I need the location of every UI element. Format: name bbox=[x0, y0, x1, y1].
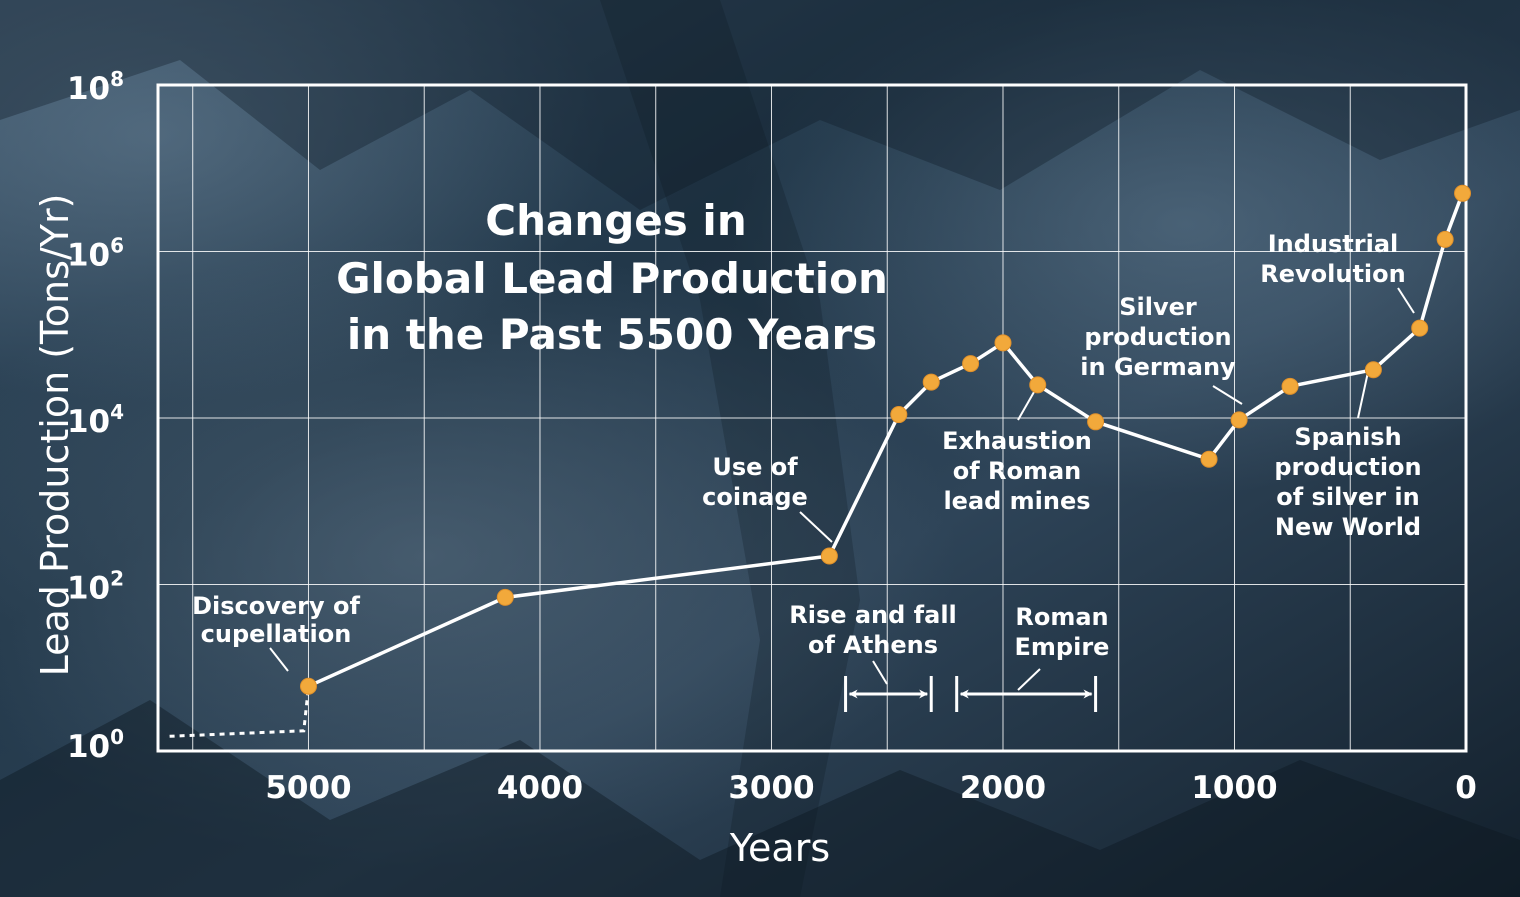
data-point bbox=[890, 406, 908, 424]
chart-title-line-3: in the Past 5500 Years bbox=[347, 310, 877, 359]
data-point bbox=[299, 677, 317, 695]
data-points bbox=[299, 184, 1472, 695]
annotation-text: Revolution bbox=[1260, 260, 1405, 288]
annotation-text: of silver in bbox=[1276, 483, 1419, 511]
series-line bbox=[307, 192, 1465, 688]
annotation-text: Industrial bbox=[1268, 230, 1399, 258]
x-tick-label: 2000 bbox=[960, 770, 1046, 806]
chart-title-line-2: Global Lead Production bbox=[336, 254, 888, 303]
annotation-leader bbox=[1357, 371, 1369, 419]
annotation-text: Spanish bbox=[1294, 423, 1401, 451]
data-point bbox=[1029, 376, 1047, 394]
data-point bbox=[1411, 319, 1429, 337]
data-point bbox=[1364, 361, 1382, 379]
x-tick-label: 3000 bbox=[728, 770, 814, 806]
data-point bbox=[1230, 411, 1248, 429]
data-point bbox=[1281, 377, 1299, 395]
y-tick-label: 108 bbox=[67, 67, 124, 107]
y-tick-label: 104 bbox=[67, 400, 124, 440]
annotation-leader bbox=[799, 511, 833, 543]
annotation-text: coinage bbox=[702, 483, 808, 511]
annotation-text: Empire bbox=[1015, 633, 1110, 661]
baseline-dotted-line bbox=[169, 686, 310, 738]
y-axis-label: Lead Production (Tons/Yr) bbox=[33, 194, 77, 677]
annotation-text: production bbox=[1274, 453, 1421, 481]
annotation-text: Exhaustion bbox=[942, 427, 1092, 455]
annotation-leader bbox=[1017, 668, 1041, 691]
x-tick-labels: 5000 4000 3000 2000 1000 0 bbox=[265, 770, 1476, 806]
data-point bbox=[496, 588, 514, 606]
x-tick-label: 5000 bbox=[265, 770, 351, 806]
data-point bbox=[962, 355, 980, 373]
x-tick-label: 1000 bbox=[1191, 770, 1277, 806]
y-tick-labels: 100 102 104 106 108 bbox=[67, 67, 124, 765]
period-spans bbox=[844, 676, 1098, 712]
chart-title-line-1: Changes in bbox=[485, 196, 746, 245]
data-point bbox=[1454, 184, 1472, 202]
annotation-text: of Athens bbox=[808, 631, 938, 659]
data-point bbox=[994, 334, 1012, 352]
data-point bbox=[820, 547, 838, 565]
annotation-leader bbox=[872, 660, 888, 685]
annotation-text: New World bbox=[1275, 513, 1421, 541]
data-point bbox=[1200, 450, 1218, 468]
x-tick-label: 0 bbox=[1455, 770, 1477, 806]
annotation-text: Silver bbox=[1119, 293, 1197, 321]
annotation-text: Roman bbox=[1015, 603, 1108, 631]
annotation-text: Rise and fall bbox=[789, 601, 957, 629]
annotation-leader bbox=[269, 647, 289, 672]
chart-title: Changes in Global Lead Production in the… bbox=[336, 196, 888, 359]
plot-border bbox=[156, 83, 1468, 753]
annotation-text: in Germany bbox=[1080, 353, 1236, 381]
annotation-text: lead mines bbox=[943, 487, 1090, 515]
annotation-text: Discovery of bbox=[192, 592, 360, 620]
annotation-text: Use of bbox=[712, 453, 798, 481]
annotation-leader bbox=[1397, 287, 1415, 314]
x-tick-label: 4000 bbox=[497, 770, 583, 806]
y-tick-label: 102 bbox=[67, 567, 124, 607]
annotation-text: production bbox=[1084, 323, 1231, 351]
y-tick-label: 100 bbox=[67, 725, 124, 765]
y-tick-label: 106 bbox=[67, 234, 124, 274]
annotation-text: cupellation bbox=[201, 620, 352, 648]
annotation-leader bbox=[1212, 385, 1243, 405]
annotation-text: of Roman bbox=[953, 457, 1082, 485]
data-point bbox=[1436, 230, 1454, 248]
x-axis-label: Years bbox=[729, 826, 830, 870]
data-point bbox=[1087, 413, 1105, 431]
data-point bbox=[922, 373, 940, 391]
